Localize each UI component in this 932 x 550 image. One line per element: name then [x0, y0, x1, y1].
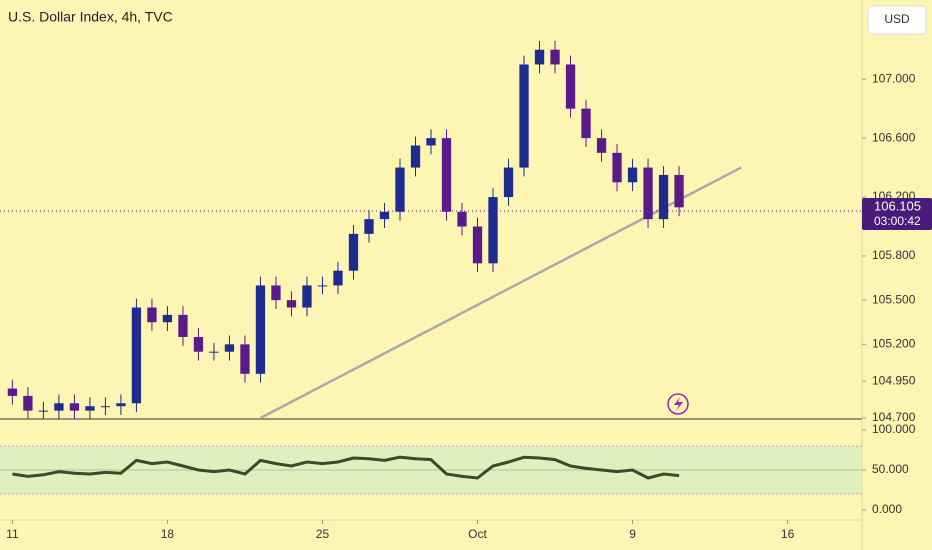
x-tick-label: 18	[161, 527, 175, 541]
candle-body	[581, 108, 591, 139]
candle-body	[317, 285, 328, 287]
candle-body	[131, 307, 142, 404]
candle-body	[627, 167, 638, 183]
candle-body	[38, 410, 49, 412]
candle-body	[178, 314, 188, 337]
y-tick-label: 105.200	[872, 337, 916, 351]
x-tick-label: 16	[781, 527, 795, 541]
candle-body	[519, 64, 529, 168]
y-tick-label: 106.600	[872, 130, 916, 144]
candle-body	[472, 226, 483, 264]
candle-body	[116, 403, 126, 407]
candle-body	[410, 145, 421, 168]
candle-body	[612, 152, 622, 183]
candle-body	[7, 388, 18, 396]
candle-body	[193, 336, 204, 352]
candle-body	[23, 395, 33, 411]
x-tick-label: Oct	[468, 527, 487, 541]
candle-body	[395, 167, 405, 212]
candle-body	[100, 406, 111, 408]
candle-body	[596, 138, 607, 153]
price-label: 106.105	[874, 198, 921, 213]
candle-body	[286, 300, 297, 308]
candle-body	[209, 351, 219, 353]
candle-body	[54, 403, 64, 411]
candle-body	[69, 403, 80, 411]
y-tick-label: 104.700	[872, 410, 916, 424]
candle-body	[534, 49, 545, 65]
y-tick-label: 107.000	[872, 71, 916, 85]
candle-body	[224, 344, 235, 352]
chart-title: U.S. Dollar Index, 4h, TVC	[8, 9, 173, 25]
osc-y-tick-label: 100.000	[872, 422, 916, 436]
candle-body	[364, 219, 374, 234]
y-tick-label: 105.800	[872, 248, 916, 262]
candle-body	[85, 406, 95, 411]
candle-body	[488, 197, 498, 264]
candle-body	[441, 138, 452, 212]
candle-body	[674, 174, 684, 208]
candle-body	[379, 211, 390, 220]
y-tick-label: 105.500	[872, 292, 916, 306]
x-tick-label: 25	[316, 527, 330, 541]
currency-button[interactable]	[867, 5, 927, 35]
y-tick-label: 104.950	[872, 373, 916, 387]
alert-bolt[interactable]	[674, 397, 683, 411]
x-tick-label: 11	[6, 527, 19, 541]
countdown-label: 03:00:42	[874, 214, 921, 228]
candle-body	[426, 138, 436, 146]
candle-body	[333, 270, 343, 286]
candle-body	[147, 307, 157, 323]
oscillator-line	[12, 455, 680, 480]
candle-body	[503, 167, 514, 198]
candle-body	[565, 64, 576, 109]
candle-body	[255, 285, 266, 374]
candle-body	[240, 344, 250, 374]
x-tick-label: 9	[629, 527, 636, 541]
candle-body	[348, 233, 359, 271]
currency-label[interactable]: USD	[884, 12, 910, 26]
osc-y-tick-label: 0.000	[872, 502, 902, 516]
candle-body	[302, 285, 312, 308]
candle-body	[643, 167, 653, 220]
price-box	[862, 198, 932, 231]
candle-body	[162, 314, 173, 323]
candle-body	[271, 285, 281, 301]
candle-body	[550, 49, 560, 65]
osc-y-tick-label: 50.000	[872, 462, 909, 476]
candle-body	[457, 211, 467, 227]
candle-body	[658, 174, 669, 220]
alert-icon[interactable]	[667, 393, 689, 415]
